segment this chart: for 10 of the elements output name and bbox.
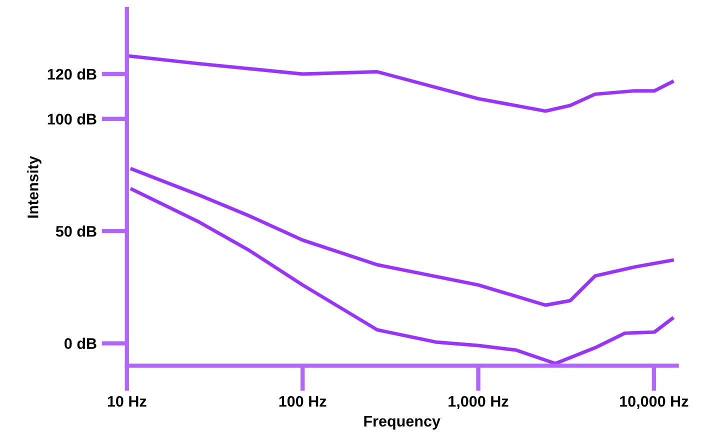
y-tick-label: 0 dB [64, 338, 96, 349]
x-axis-title: Frequency [364, 416, 440, 430]
x-tick-label: 10,000 Hz [620, 396, 688, 410]
y-axis-title: Intensity [27, 156, 42, 218]
y-tick-label: 120 dB [48, 68, 96, 80]
y-tick-label: 100 dB [48, 113, 96, 125]
x-tick-label: 10 Hz [108, 396, 146, 407]
y-tick-label: 50 dB [56, 226, 96, 237]
x-tick-label: 1,000 Hz [448, 396, 508, 410]
x-tick-label: 100 Hz [279, 396, 326, 407]
